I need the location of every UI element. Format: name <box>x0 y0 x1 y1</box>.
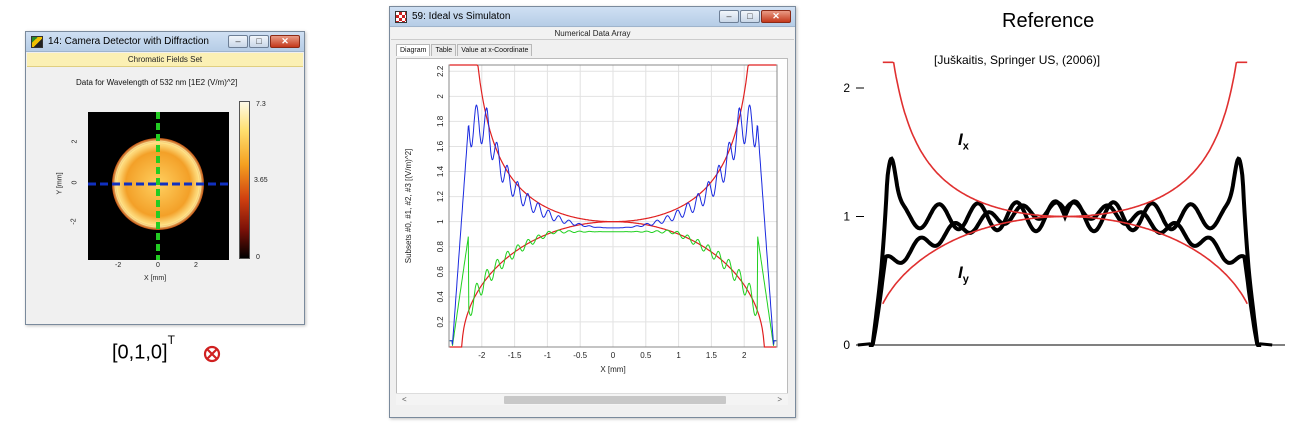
window-titlebar[interactable]: 14: Camera Detector with Diffraction – □… <box>26 32 304 52</box>
window-subheader: Numerical Data Array <box>391 28 794 40</box>
x-tick-label: -1.5 <box>508 351 522 360</box>
close-button[interactable]: ✕ <box>761 10 791 23</box>
scroll-thumb[interactable] <box>504 396 726 404</box>
x-tick: 2 <box>194 262 198 269</box>
y-tick-label: 0.6 <box>436 266 445 278</box>
polarization-caption: [0,1,0]T <box>112 333 175 365</box>
intensity-image[interactable] <box>88 112 229 260</box>
y-tick-label: 1.4 <box>436 165 445 177</box>
colorbar <box>239 101 250 259</box>
app-icon <box>31 36 43 48</box>
y-tick-label: 0 <box>843 338 850 352</box>
window-title: 14: Camera Detector with Diffraction <box>48 36 209 47</box>
minimize-button[interactable]: – <box>719 10 739 23</box>
simulated-lower-line <box>449 229 777 346</box>
tab-value-at-x[interactable]: Value at x-Coordinate <box>457 44 533 56</box>
app-icon <box>395 11 407 23</box>
x-tick: -2 <box>115 262 122 269</box>
tab-diagram[interactable]: Diagram <box>396 44 431 56</box>
y-tick-label: 1.2 <box>436 190 445 202</box>
tab-bar: Diagram Table Value at x-Coordinate <box>396 44 533 56</box>
diagram-panel[interactable]: -2 -1.5 -1 -0.5 0 0.5 1 1.5 2 0.2 0.4 0.6 0.8 1 1.2 1.4… <box>396 58 788 398</box>
scroll-left-arrow[interactable]: < <box>402 395 407 404</box>
y-tick-label: 0.8 <box>436 241 445 253</box>
colorbar-tick: 3.65 <box>254 177 268 184</box>
measured-iy-curve <box>868 200 1262 347</box>
ideal-lower-line <box>449 221 777 348</box>
colorbar-tick: 0 <box>256 254 260 261</box>
y-axis-label: Y [mm] <box>56 172 64 195</box>
y-tick-label: 1 <box>843 210 850 224</box>
y-tick-label: 1 <box>436 219 445 224</box>
window-subheader: Chromatic Fields Set <box>27 53 303 67</box>
x-tick-label: 1.5 <box>706 351 718 360</box>
ix-curve-label: Ix <box>958 130 969 153</box>
minimize-button[interactable]: – <box>228 35 248 48</box>
plot-frame <box>448 64 778 348</box>
x-tick-label: -2 <box>478 351 486 360</box>
y-tick-label: 2.2 <box>436 65 445 77</box>
maximize-button[interactable]: □ <box>249 35 269 48</box>
x-tick: 0 <box>156 262 160 269</box>
y-tick: -2 <box>70 218 78 225</box>
y-tick-label: 1.8 <box>436 115 445 127</box>
iy-curve-label: Iy <box>958 263 969 286</box>
measured-ix-curve <box>868 156 1262 347</box>
x-axis-label: X [mm] <box>144 275 167 282</box>
close-button[interactable]: ✕ <box>270 35 300 48</box>
polarization-vector: [0,1,0] <box>112 341 168 364</box>
x-tick-label: 2 <box>742 351 747 360</box>
window-titlebar[interactable]: 59: Ideal vs Simulaton – □ ✕ <box>390 7 795 27</box>
colorbar-tick: 7.3 <box>256 101 266 108</box>
into-page-icon <box>203 345 221 363</box>
simulation-chart: -2 -1.5 -1 -0.5 0 0.5 1 1.5 2 0.2 0.4 0.6 0.8 1 1.2 1.4… <box>404 64 778 374</box>
theory-iy-curve <box>882 215 1248 305</box>
plot-title: Data for Wavelength of 532 nm [1E2 (V/m)… <box>76 78 238 87</box>
x-axis-label: X [mm] <box>600 365 625 374</box>
y-tick: 2 <box>71 139 79 144</box>
y-tick-label: 0.2 <box>436 316 445 328</box>
y-tick-label: 2 <box>436 94 445 99</box>
window-title: 59: Ideal vs Simulaton <box>412 11 511 22</box>
y-tick-label: 0.4 <box>436 291 445 303</box>
reference-title: Reference <box>1002 10 1095 32</box>
scroll-right-arrow[interactable]: > <box>777 395 782 404</box>
y-tick-label: 2 <box>843 81 850 95</box>
theory-ix-curve <box>882 61 1248 218</box>
y-tick: 0 <box>71 180 79 185</box>
simulated-upper-line <box>449 104 777 345</box>
x-tick-label: -1 <box>544 351 552 360</box>
x-tick-label: 0.5 <box>640 351 652 360</box>
y-tick-label: 1.6 <box>436 140 445 152</box>
ideal-vs-simulation-window: 59: Ideal vs Simulaton – □ ✕ Numerical D… <box>389 6 796 418</box>
reference-citation: [Juškaitis, Springer US, (2006)] <box>934 53 1101 67</box>
x-tick-label: 0 <box>611 351 616 360</box>
measured-baseline-left <box>857 342 871 347</box>
reference-chart: 2 1 0 <box>843 61 1285 352</box>
x-tick-label: -0.5 <box>573 351 587 360</box>
tab-table[interactable]: Table <box>431 44 457 56</box>
camera-detector-window: 14: Camera Detector with Diffraction – □… <box>25 31 305 325</box>
y-axis-label: Subsets #0, #1, #2, #3 [(V/m)^2] <box>404 149 413 263</box>
horizontal-scrollbar[interactable]: < > <box>396 393 788 405</box>
x-tick-label: 1 <box>676 351 681 360</box>
transpose-mark: T <box>167 333 175 347</box>
maximize-button[interactable]: □ <box>740 10 760 23</box>
measured-baseline-right <box>1259 342 1273 347</box>
